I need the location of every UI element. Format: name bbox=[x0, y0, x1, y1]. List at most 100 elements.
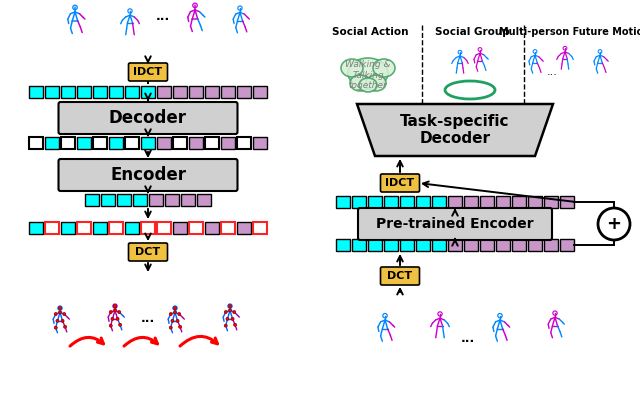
Bar bbox=[237, 86, 251, 98]
Bar bbox=[45, 137, 59, 149]
Circle shape bbox=[173, 306, 177, 310]
Text: Encoder: Encoder bbox=[110, 166, 186, 184]
Bar bbox=[432, 239, 446, 251]
Ellipse shape bbox=[359, 78, 377, 92]
Bar bbox=[448, 239, 462, 251]
Bar bbox=[125, 137, 139, 149]
Text: IDCT: IDCT bbox=[133, 67, 163, 77]
Bar bbox=[237, 222, 251, 234]
Circle shape bbox=[58, 306, 61, 310]
FancyBboxPatch shape bbox=[381, 267, 419, 285]
Bar bbox=[141, 222, 155, 234]
Circle shape bbox=[176, 319, 179, 322]
Circle shape bbox=[109, 310, 112, 314]
Bar bbox=[205, 86, 219, 98]
FancyBboxPatch shape bbox=[58, 159, 237, 191]
Bar bbox=[149, 194, 163, 206]
Bar bbox=[221, 86, 235, 98]
Bar bbox=[560, 196, 574, 208]
Text: Walking &
Talking
together: Walking & Talking together bbox=[345, 60, 391, 90]
Circle shape bbox=[226, 317, 229, 320]
Text: DCT: DCT bbox=[136, 247, 161, 257]
Bar bbox=[93, 222, 107, 234]
Bar bbox=[528, 239, 542, 251]
Bar bbox=[205, 222, 219, 234]
Bar bbox=[416, 196, 430, 208]
Circle shape bbox=[118, 323, 122, 326]
Bar bbox=[432, 196, 446, 208]
Bar bbox=[368, 196, 382, 208]
Circle shape bbox=[224, 310, 227, 314]
Bar bbox=[512, 239, 526, 251]
Text: Multi-person Future Motion: Multi-person Future Motion bbox=[499, 27, 640, 37]
Bar bbox=[237, 137, 251, 149]
Bar bbox=[221, 222, 235, 234]
Circle shape bbox=[63, 313, 66, 315]
Bar bbox=[61, 137, 75, 149]
Bar bbox=[77, 137, 91, 149]
Bar bbox=[253, 86, 267, 98]
Bar bbox=[173, 222, 187, 234]
Circle shape bbox=[234, 323, 237, 326]
Bar bbox=[384, 196, 398, 208]
Circle shape bbox=[173, 311, 177, 314]
Bar bbox=[496, 196, 510, 208]
Circle shape bbox=[61, 319, 64, 322]
Bar bbox=[61, 222, 75, 234]
Bar bbox=[480, 196, 494, 208]
Bar bbox=[77, 222, 91, 234]
Bar bbox=[480, 239, 494, 251]
Text: DCT: DCT bbox=[387, 271, 413, 281]
Bar bbox=[93, 86, 107, 98]
Bar bbox=[253, 222, 267, 234]
Bar bbox=[133, 194, 147, 206]
Ellipse shape bbox=[373, 59, 395, 77]
Bar bbox=[157, 86, 171, 98]
Text: ...: ... bbox=[141, 311, 155, 324]
Bar bbox=[400, 196, 414, 208]
Circle shape bbox=[58, 311, 61, 314]
Bar bbox=[528, 196, 542, 208]
Text: +: + bbox=[607, 215, 621, 233]
FancyBboxPatch shape bbox=[381, 174, 419, 192]
Bar bbox=[544, 196, 558, 208]
Bar bbox=[181, 194, 195, 206]
Circle shape bbox=[113, 309, 116, 312]
Circle shape bbox=[113, 305, 116, 308]
Ellipse shape bbox=[350, 75, 370, 91]
Bar bbox=[352, 196, 366, 208]
Circle shape bbox=[224, 324, 227, 327]
Circle shape bbox=[231, 317, 234, 320]
Bar bbox=[336, 196, 350, 208]
Bar bbox=[109, 222, 123, 234]
Bar bbox=[544, 239, 558, 251]
Circle shape bbox=[178, 313, 180, 315]
Bar bbox=[173, 86, 187, 98]
FancyBboxPatch shape bbox=[358, 208, 552, 240]
Circle shape bbox=[111, 317, 114, 320]
Bar bbox=[221, 137, 235, 149]
Bar bbox=[448, 196, 462, 208]
Bar bbox=[197, 194, 211, 206]
Ellipse shape bbox=[348, 58, 388, 88]
Circle shape bbox=[54, 313, 57, 315]
FancyBboxPatch shape bbox=[129, 63, 168, 81]
Circle shape bbox=[598, 208, 630, 240]
Bar bbox=[560, 239, 574, 251]
Text: Social Group: Social Group bbox=[435, 27, 509, 37]
Circle shape bbox=[56, 319, 59, 322]
Bar bbox=[416, 239, 430, 251]
Text: IDCT: IDCT bbox=[385, 178, 415, 188]
Bar bbox=[125, 86, 139, 98]
Bar bbox=[157, 137, 171, 149]
Bar bbox=[109, 137, 123, 149]
Circle shape bbox=[109, 324, 112, 327]
Circle shape bbox=[233, 310, 236, 314]
Bar bbox=[29, 222, 43, 234]
Bar bbox=[109, 86, 123, 98]
Bar bbox=[45, 86, 59, 98]
Bar bbox=[189, 222, 203, 234]
FancyBboxPatch shape bbox=[58, 102, 237, 134]
Bar bbox=[368, 239, 382, 251]
Bar bbox=[141, 86, 155, 98]
